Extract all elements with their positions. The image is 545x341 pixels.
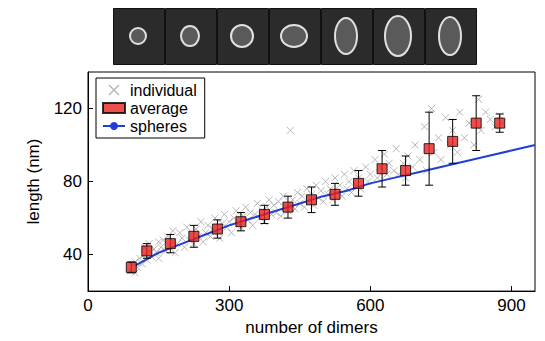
svg-text:individual: individual [130, 82, 197, 99]
svg-text:120: 120 [54, 99, 82, 118]
svg-text:900: 900 [497, 296, 525, 315]
svg-text:600: 600 [356, 296, 384, 315]
svg-text:300: 300 [215, 296, 243, 315]
svg-text:80: 80 [63, 172, 82, 191]
svg-text:0: 0 [83, 296, 92, 315]
svg-text:spheres: spheres [130, 118, 187, 135]
svg-text:length (nm): length (nm) [24, 139, 43, 225]
svg-text:40: 40 [63, 245, 82, 264]
svg-text:average: average [130, 100, 188, 117]
svg-text:number of dimers: number of dimers [245, 318, 377, 337]
